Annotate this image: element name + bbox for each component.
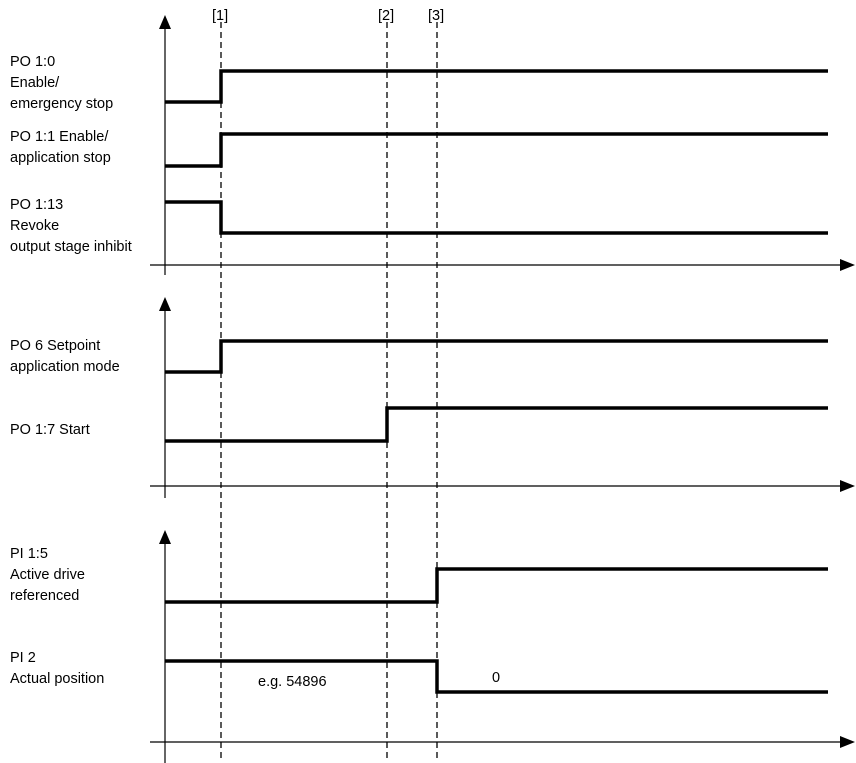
signal-trace-1-2: [165, 132, 828, 168]
signal-label-po6: PO 6 Setpoint application mode: [10, 338, 120, 375]
signal-label-po1-13: PO 1:13 Revoke output stage inhibit: [10, 197, 132, 255]
signal-trace-1-1: [165, 69, 828, 104]
marker-2-label: [2]: [378, 8, 395, 24]
y-axis-arrow-2: [159, 297, 171, 311]
time-axis-arrow-2: [840, 480, 855, 492]
y-axis-arrow-3: [159, 530, 171, 544]
marker-1-label: [1]: [212, 8, 229, 24]
signal-label-po1-1: PO 1:1 Enable/ application stop: [10, 129, 111, 166]
signal-trace-1-3: [165, 200, 828, 235]
time-axis-arrow-3: [840, 736, 855, 748]
value-after-label: 0: [492, 670, 501, 686]
signal-label-po1-7: PO 1:7 Start: [10, 422, 90, 438]
value-before-label: e.g. 54896: [258, 674, 327, 690]
marker-3-label: [3]: [428, 8, 445, 24]
time-axis-arrow-1: [840, 259, 855, 271]
signal-trace-3-2: [165, 659, 828, 694]
signal-trace-3-1: [165, 567, 828, 604]
signal-trace-2-2: [165, 406, 828, 443]
signal-label-po1-0: PO 1:0 Enable/ emergency stop: [10, 54, 114, 112]
signal-label-pi1-5: PI 1:5 Active drive referenced: [10, 546, 85, 604]
signal-trace-2-1: [165, 339, 828, 374]
signal-label-pi2: PI 2 Actual position: [10, 650, 105, 687]
y-axis-arrow-1: [159, 15, 171, 29]
